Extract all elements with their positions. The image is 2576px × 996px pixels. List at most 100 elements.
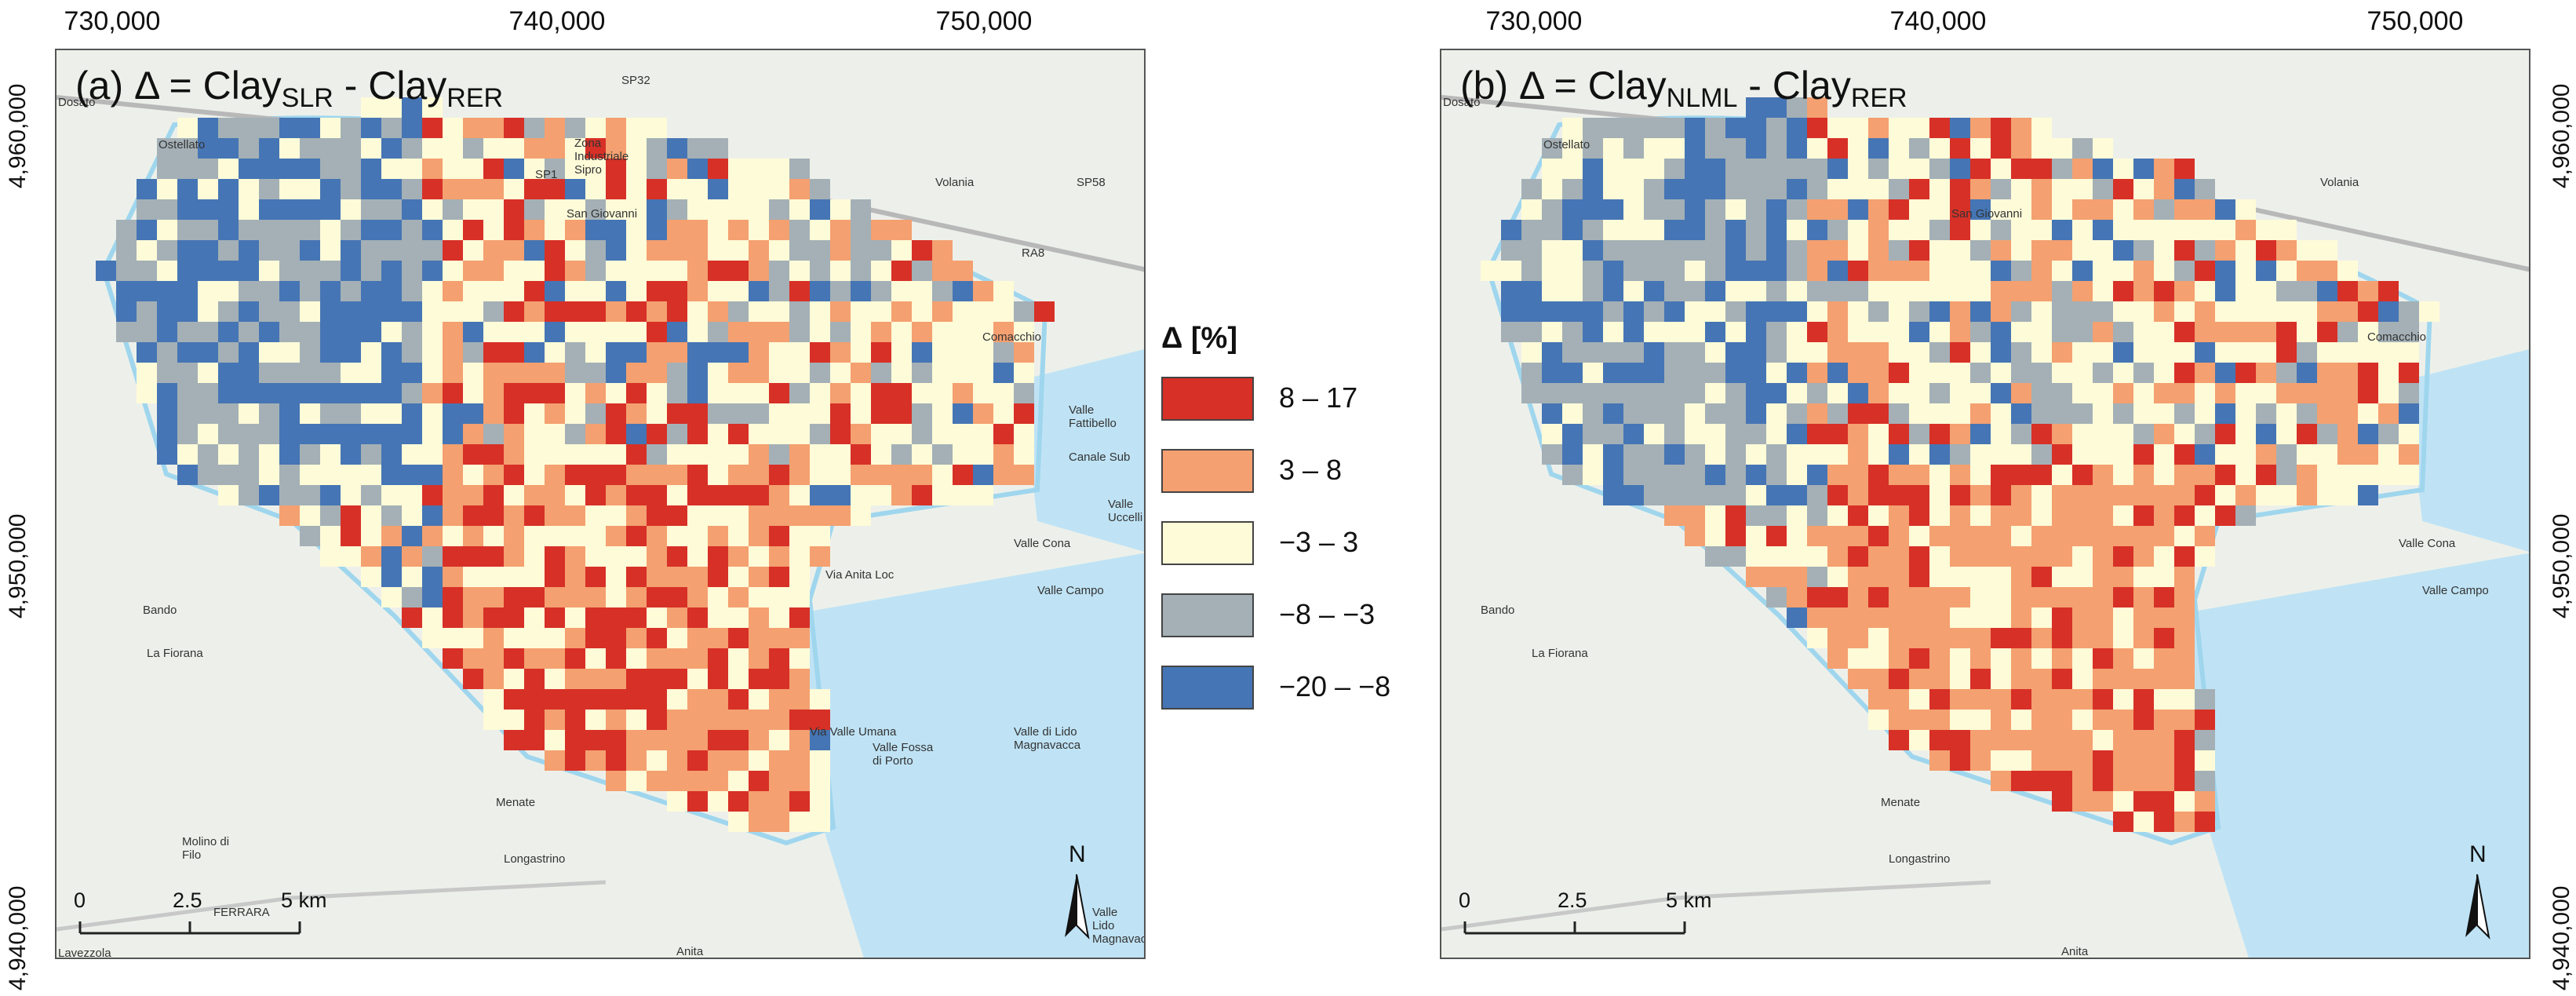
- raster-cell: [2256, 363, 2276, 383]
- raster-cell: [626, 567, 647, 587]
- raster-cell: [320, 220, 341, 240]
- raster-cell: [687, 301, 708, 322]
- raster-cell: [2215, 363, 2235, 383]
- raster-cell: [483, 628, 504, 648]
- raster-cell: [2031, 261, 2052, 281]
- raster-cell: [2174, 546, 2195, 567]
- raster-cell: [2256, 281, 2276, 301]
- raster-cell: [218, 383, 239, 403]
- raster-cell: [932, 281, 953, 301]
- raster-cell: [2174, 444, 2195, 465]
- raster-cell: [422, 628, 443, 648]
- raster-cell: [1929, 607, 1950, 628]
- raster-cell: [483, 669, 504, 689]
- raster-cell: [667, 485, 687, 505]
- raster-cell: [2154, 567, 2174, 587]
- raster-cell: [626, 240, 647, 261]
- raster-cell: [1970, 689, 1991, 710]
- raster-cell: [1827, 505, 1848, 526]
- raster-cell: [402, 281, 422, 301]
- raster-cell: [1644, 138, 1664, 159]
- place-label: Menate: [1881, 796, 1921, 809]
- raster-cell: [708, 648, 728, 669]
- raster-cell: [2174, 485, 2195, 505]
- raster-cell: [1848, 424, 1868, 444]
- raster-cell: [2093, 791, 2113, 812]
- raster-cell: [585, 322, 606, 342]
- raster-cell: [361, 444, 381, 465]
- raster-cell: [891, 444, 912, 465]
- raster-cell: [606, 240, 626, 261]
- raster-cell: [504, 546, 524, 567]
- raster-cell: [749, 342, 769, 363]
- raster-cell: [1542, 199, 1562, 220]
- raster-cell: [2235, 240, 2256, 261]
- raster-cell: [2154, 220, 2174, 240]
- raster-cell: [749, 383, 769, 403]
- raster-cell: [2031, 403, 2052, 424]
- raster-cell: [830, 485, 851, 505]
- raster-cell: [1766, 424, 1787, 444]
- raster-cell: [422, 363, 443, 383]
- raster-cell: [769, 689, 789, 710]
- raster-cell: [565, 179, 585, 199]
- raster-cell: [1583, 363, 1603, 383]
- raster-cell: [565, 118, 585, 138]
- raster-cell: [810, 301, 830, 322]
- legend-swatch: [1161, 377, 1254, 421]
- raster-cell: [402, 465, 422, 485]
- raster-cell: [1746, 159, 1766, 179]
- raster-cell: [2031, 220, 2052, 240]
- x-tick-label: 730,000: [64, 6, 161, 36]
- raster-cell: [116, 240, 137, 261]
- raster-cell: [830, 301, 851, 322]
- raster-cell: [769, 587, 789, 607]
- raster-cell: [422, 118, 443, 138]
- raster-cell: [1521, 301, 1542, 322]
- raster-cell: [463, 220, 483, 240]
- raster-cell: [1868, 363, 1889, 383]
- raster-cell: [443, 607, 463, 628]
- raster-cell: [2317, 240, 2337, 261]
- y-tick-label: 4,960,000: [5, 83, 31, 188]
- raster-cell: [2031, 750, 2052, 771]
- raster-cell: [2113, 199, 2133, 220]
- raster-cell: [320, 505, 341, 526]
- raster-cell: [871, 444, 891, 465]
- place-label: Via Anita Loc: [825, 568, 894, 582]
- raster-cell: [2011, 771, 2031, 791]
- place-label: Longastrino: [504, 852, 566, 866]
- raster-cell: [2174, 363, 2195, 383]
- raster-cell: [1909, 220, 1929, 240]
- raster-cell: [830, 505, 851, 526]
- raster-cell: [2093, 689, 2113, 710]
- raster-cell: [1868, 587, 1889, 607]
- raster-cell: [279, 159, 300, 179]
- raster-cell: [1950, 159, 1970, 179]
- raster-cell: [1807, 465, 1827, 485]
- raster-cell: [2215, 485, 2235, 505]
- raster-cell: [1848, 322, 1868, 342]
- raster-cell: [2256, 301, 2276, 322]
- raster-cell: [504, 159, 524, 179]
- raster-cell: [1766, 301, 1787, 322]
- raster-cell: [1583, 424, 1603, 444]
- raster-cell: [789, 363, 810, 383]
- raster-cell: [728, 485, 749, 505]
- raster-cell: [1848, 526, 1868, 546]
- raster-cell: [1705, 383, 1725, 403]
- raster-cell: [851, 444, 871, 465]
- raster-cell: [1929, 628, 1950, 648]
- raster-cell: [198, 383, 218, 403]
- raster-cell: [2052, 587, 2072, 607]
- raster-cell: [2174, 567, 2195, 587]
- raster-cell: [2215, 199, 2235, 220]
- raster-cell: [810, 689, 830, 710]
- raster-cell: [708, 403, 728, 424]
- raster-cell: [1725, 179, 1746, 199]
- raster-cell: [647, 505, 667, 526]
- raster-cell: [361, 546, 381, 567]
- raster-cell: [2154, 383, 2174, 403]
- place-label: Dosato: [1443, 96, 1481, 109]
- raster-cell: [728, 730, 749, 750]
